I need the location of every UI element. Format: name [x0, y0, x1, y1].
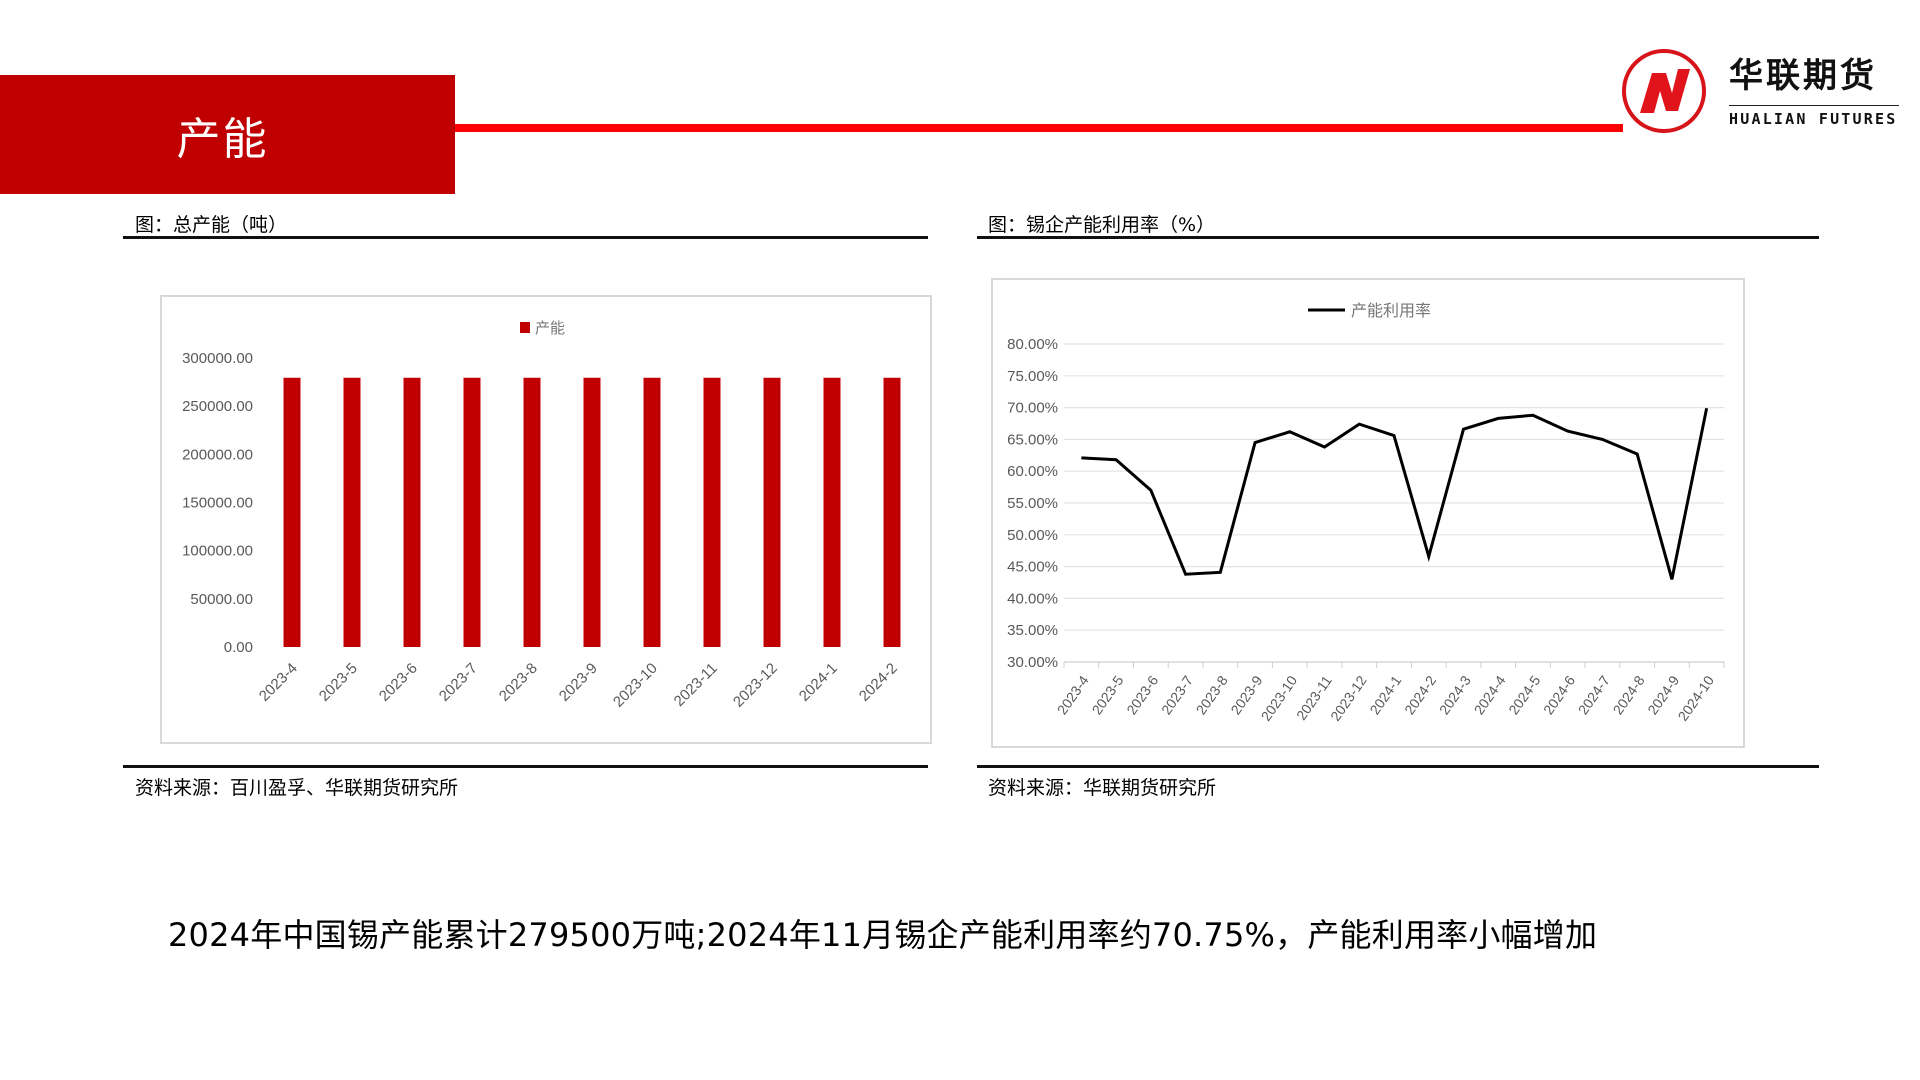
- y-tick-label: 300000.00: [182, 350, 253, 367]
- utilization-line: [1081, 407, 1709, 580]
- right-source-note: 资料来源：华联期货研究所: [988, 777, 1217, 799]
- legend-label: 产能利用率: [1351, 302, 1431, 320]
- y-tick-label: 70.00%: [1007, 400, 1058, 417]
- bar: [643, 377, 661, 647]
- x-tick-label: 2023-4: [1054, 672, 1092, 717]
- bar: [283, 377, 301, 647]
- bar-chart-canvas: 产能 0.00 50000.00 100000.00 150000.00 200000.0…: [182, 320, 901, 711]
- x-tick-label: 2023-11: [671, 660, 721, 710]
- right-title-rule: [977, 236, 1819, 239]
- x-tick-label: 2023-10: [610, 660, 661, 711]
- y-tick-label: 65.00%: [1007, 431, 1058, 448]
- x-tick-label: 2024-2: [1401, 672, 1439, 717]
- y-tick-label: 0.00: [224, 639, 253, 656]
- x-tick-label: 2024-8: [1610, 672, 1648, 717]
- y-tick-label: 50.00%: [1007, 527, 1058, 544]
- x-tick-label: 2024-10: [1675, 672, 1718, 723]
- y-tick-label: 100000.00: [182, 543, 253, 560]
- header-accent-line: [455, 124, 1623, 132]
- x-tick-label: 2023-12: [730, 660, 781, 711]
- logo-divider: [1729, 105, 1899, 106]
- y-tick-label: 50000.00: [190, 591, 253, 608]
- left-title-rule: [123, 236, 928, 239]
- x-tick-label: 2023-8: [496, 660, 541, 705]
- x-tick-label: 2023-7: [436, 660, 481, 705]
- legend-swatch: [520, 322, 530, 333]
- left-source-note: 资料来源：百川盈孚、华联期货研究所: [135, 777, 459, 799]
- x-tick-label: 2023-9: [556, 660, 601, 705]
- y-tick-label: 30.00%: [1007, 654, 1058, 671]
- x-tick-label: 2023-5: [316, 660, 361, 705]
- company-logo: 华联期货 HUALIAN FUTURES: [1620, 46, 1920, 136]
- section-header: 产能: [0, 75, 455, 194]
- x-tick-label: 2024-7: [1575, 672, 1613, 717]
- bar: [823, 377, 841, 647]
- x-tick-label: 2024-1: [1366, 672, 1404, 717]
- x-tick-label: 2024-6: [1540, 672, 1578, 717]
- x-tick-label: 2024-4: [1471, 672, 1509, 717]
- bar: [463, 377, 481, 647]
- bar: [403, 377, 421, 647]
- x-tick-label: 2024-5: [1505, 672, 1543, 717]
- x-tick-label: 2023-10: [1258, 672, 1301, 723]
- hualian-n-logo-icon: [1622, 49, 1706, 133]
- y-tick-label: 45.00%: [1007, 559, 1058, 576]
- utilization-line-chart: 产能利用率 30.00% 35.00% 40.00% 45.00% 50.00% 55.00…: [991, 278, 1745, 748]
- x-tick-label: 2023-12: [1327, 672, 1370, 723]
- x-tick-label: 2023-6: [376, 660, 421, 705]
- y-tick-label: 55.00%: [1007, 495, 1058, 512]
- y-tick-label: 40.00%: [1007, 590, 1058, 607]
- x-tick-label: 2023-5: [1088, 672, 1126, 717]
- logo-text-cn: 华联期货: [1729, 56, 1877, 96]
- bar: [583, 377, 601, 647]
- summary-text: 2024年中国锡产能累计279500万吨;2024年11月锡企产能利用率约70.…: [168, 916, 1598, 954]
- bar: [763, 377, 781, 647]
- capacity-bar-chart: 产能 0.00 50000.00 100000.00 150000.00 200000.0…: [160, 295, 932, 744]
- line-chart-canvas: 产能利用率 30.00% 35.00% 40.00% 45.00% 50.00% 55.00…: [1007, 302, 1725, 724]
- x-tick-label: 2024-2: [856, 660, 901, 705]
- left-figure-title: 图：总产能（吨）: [135, 214, 288, 236]
- legend-label: 产能: [535, 320, 565, 337]
- x-tick-label: 2023-7: [1158, 672, 1196, 717]
- x-tick-label: 2024-3: [1436, 672, 1474, 717]
- bar: [343, 377, 361, 647]
- bar: [883, 377, 901, 647]
- y-tick-label: 60.00%: [1007, 463, 1058, 480]
- right-figure-title: 图：锡企产能利用率（%）: [988, 214, 1216, 236]
- bar: [703, 377, 721, 647]
- y-tick-label: 200000.00: [182, 446, 253, 463]
- section-title: 产能: [176, 113, 269, 165]
- y-tick-label: 250000.00: [182, 398, 253, 415]
- x-tick-label: 2023-4: [256, 660, 301, 705]
- x-tick-label: 2023-6: [1123, 672, 1161, 717]
- y-tick-label: 75.00%: [1007, 368, 1058, 385]
- logo-text-en: HUALIAN FUTURES: [1729, 110, 1898, 128]
- x-tick-label: 2024-1: [796, 660, 841, 705]
- bar: [523, 377, 541, 647]
- left-source-rule: [123, 765, 928, 768]
- y-tick-label: 150000.00: [182, 495, 253, 512]
- y-tick-label: 35.00%: [1007, 622, 1058, 639]
- y-tick-label: 80.00%: [1007, 336, 1058, 353]
- x-tick-label: 2023-8: [1193, 672, 1231, 717]
- right-source-rule: [977, 765, 1819, 768]
